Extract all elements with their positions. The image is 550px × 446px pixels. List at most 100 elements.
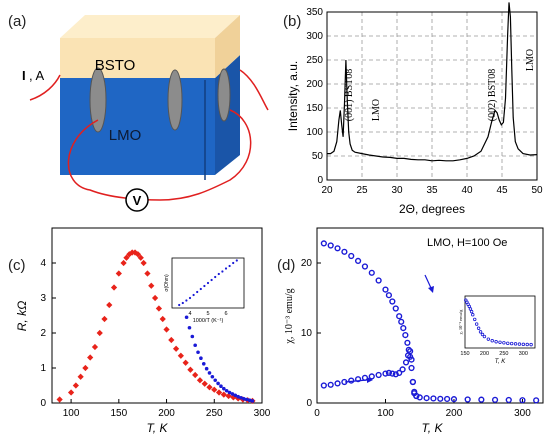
peak-annotation: (002) BST08	[487, 69, 498, 122]
data-point	[144, 270, 151, 277]
inset-point	[185, 299, 188, 302]
data-point	[402, 331, 409, 339]
data-point	[77, 373, 84, 380]
cooling-arrow	[344, 379, 368, 383]
data-point	[354, 257, 362, 265]
inset-point	[199, 287, 202, 291]
inset-point	[181, 301, 184, 305]
data-point	[320, 240, 327, 247]
data-point	[159, 315, 166, 323]
inset-x-tick-label: 4	[188, 311, 191, 317]
current-label: I	[22, 68, 26, 83]
y-tick-label: 200	[306, 79, 323, 90]
electrode-2	[167, 69, 183, 131]
data-point	[120, 259, 127, 267]
inset-point	[513, 342, 518, 346]
inset-x-tick-label: 6	[224, 311, 227, 317]
legend-label: LMO, H=100 Oe	[427, 237, 507, 249]
data-point	[354, 376, 362, 383]
inset-point	[206, 281, 210, 285]
bsto-side	[215, 15, 240, 78]
data-point	[115, 270, 122, 277]
inset-y-axis-label: χ, 10⁻³ emu/g	[458, 309, 464, 335]
y-tick-label: 3	[40, 293, 46, 304]
data-point	[407, 348, 414, 355]
x-tick-label: 0	[314, 408, 320, 419]
data-point	[382, 370, 389, 377]
voltmeter	[125, 188, 149, 212]
data-point	[402, 359, 410, 366]
panel-b: (b) 20 25 30 35 40 45 50 0 50 100 150 200 250 300 350 2Θ…	[275, 0, 550, 220]
device-schematic: (a) V BSTO LMO I , A	[8, 13, 269, 212]
data-point	[106, 301, 113, 309]
x-tick-label: 30	[391, 185, 403, 196]
y-tick-label: 350	[306, 7, 323, 18]
inset-point	[486, 337, 491, 341]
y-axis-label: Intensity, a.u.	[286, 61, 300, 131]
inset-point	[480, 332, 485, 337]
data-point	[196, 350, 200, 355]
data-point	[222, 386, 226, 391]
inset-y-axis-label: σ(Ohm)	[164, 274, 170, 292]
data-point	[140, 259, 147, 267]
data-point	[450, 396, 458, 403]
inset-point	[474, 322, 479, 326]
data-point	[361, 263, 369, 270]
y-tick-label: 1	[40, 363, 46, 374]
data-point	[341, 248, 348, 255]
bsto-top	[60, 15, 240, 38]
inset-point	[521, 342, 526, 347]
plot-frame	[326, 11, 538, 181]
data-point	[230, 392, 235, 396]
data-point	[519, 397, 526, 404]
inset-point	[506, 341, 510, 346]
peak-annotation: LMO	[525, 49, 536, 71]
inset-point	[188, 296, 192, 300]
data-point	[72, 382, 79, 389]
inset-point	[224, 267, 228, 270]
current-wire-left	[29, 74, 61, 101]
bsto-front	[60, 38, 215, 78]
data-point	[168, 336, 175, 344]
data-point	[196, 377, 204, 384]
data-point	[409, 378, 416, 386]
data-point	[398, 318, 405, 325]
inset-point	[228, 264, 231, 268]
data-point	[201, 380, 208, 387]
y-tick-label: 0	[317, 175, 323, 186]
data-point	[110, 284, 118, 291]
plot-frame	[316, 227, 544, 404]
voltmeter-label: V	[133, 193, 142, 208]
lmo-label: LMO	[109, 127, 142, 144]
y-axis-label: R, kΩ	[15, 301, 29, 331]
inset-point	[517, 342, 522, 346]
data-point	[385, 369, 393, 377]
data-point	[382, 286, 389, 293]
inset-point	[494, 340, 498, 344]
data-point	[134, 251, 142, 258]
data-point	[247, 398, 252, 402]
data-point	[416, 394, 423, 401]
data-point	[227, 390, 232, 395]
inset-point	[467, 304, 471, 309]
data-point	[148, 282, 155, 289]
data-point	[348, 377, 355, 384]
data-point	[192, 371, 199, 379]
x-tick-label: 50	[531, 185, 543, 196]
x-tick-label: 300	[514, 408, 531, 419]
cooling-arrow-head	[367, 377, 373, 383]
inset-point	[509, 341, 514, 346]
inset-x-tick-label: 150	[460, 351, 469, 357]
inset-point	[232, 261, 235, 265]
data-point	[190, 334, 195, 339]
panel-c-tag: (c)	[8, 257, 26, 274]
data-point	[375, 277, 382, 284]
data-point	[404, 339, 411, 346]
data-point	[184, 315, 189, 320]
panel-d-tag: (d)	[277, 257, 295, 274]
x-tick-label: 45	[496, 185, 508, 196]
data-point	[320, 382, 327, 389]
y-tick-label: 0	[40, 398, 46, 409]
y-axis-label: χ, 10⁻³ emu/g	[284, 288, 295, 344]
data-point	[87, 354, 94, 361]
